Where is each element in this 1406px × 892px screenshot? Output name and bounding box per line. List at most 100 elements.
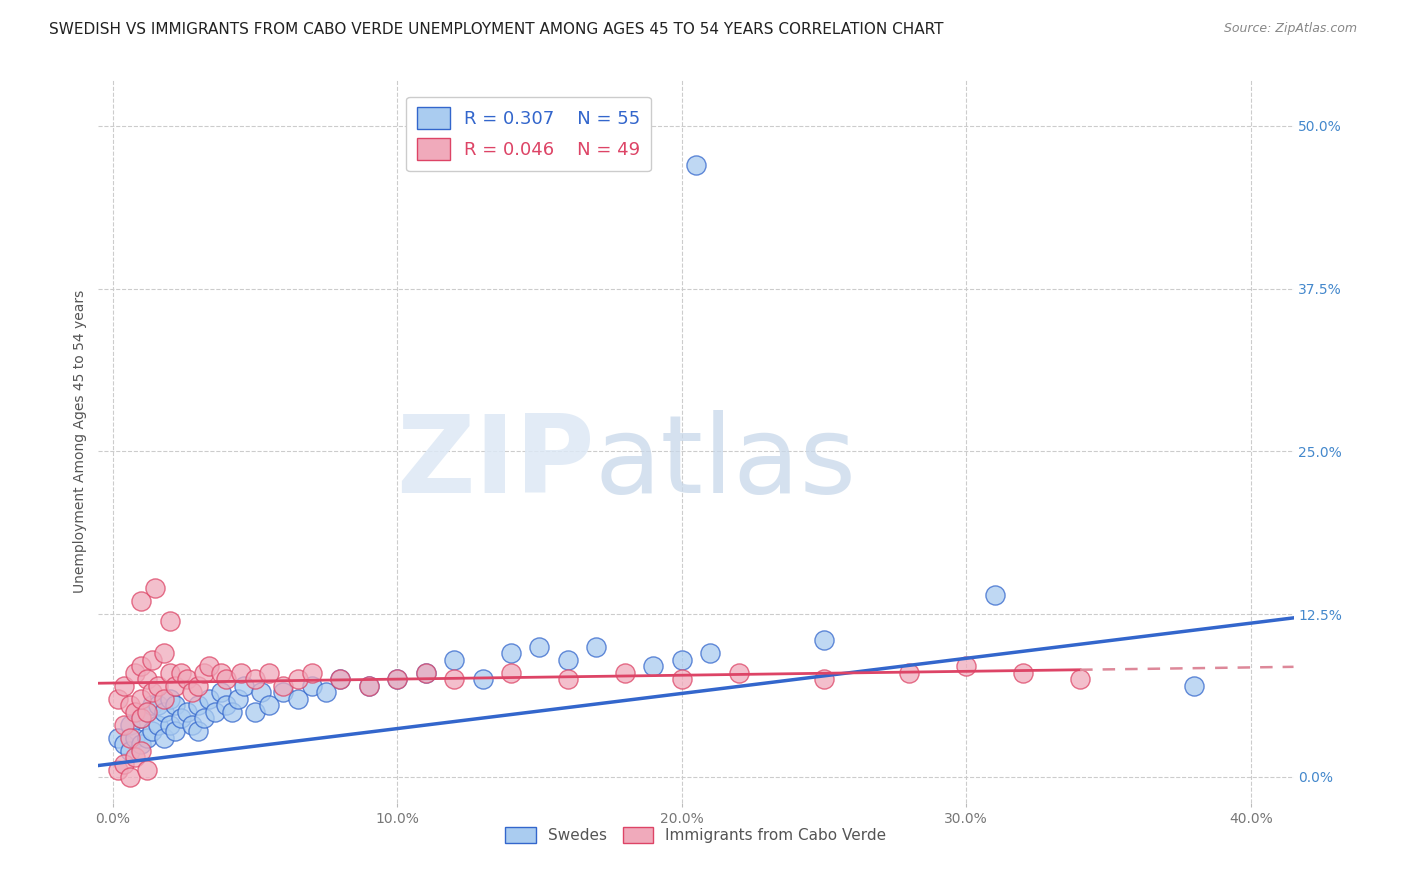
Point [357,679,380,693]
Point [153,731,176,745]
Point [118,717,141,731]
Point [198,691,221,706]
Point [159,691,181,706]
Point [118,744,141,758]
Point [135,705,157,719]
Point [984,587,1007,601]
Point [193,665,215,680]
Point [613,665,636,680]
Point [129,737,152,751]
Point [129,744,152,758]
Point [129,594,152,608]
Point [898,665,921,680]
Point [443,672,465,686]
Point [124,705,146,719]
Point [176,705,198,719]
Point [135,672,157,686]
Point [129,711,152,725]
Point [813,672,835,686]
Point [107,764,129,778]
Point [148,717,170,731]
Point [329,672,352,686]
Text: SWEDISH VS IMMIGRANTS FROM CABO VERDE UNEMPLOYMENT AMONG AGES 45 TO 54 YEARS COR: SWEDISH VS IMMIGRANTS FROM CABO VERDE UN… [49,22,943,37]
Point [232,679,254,693]
Point [557,672,579,686]
Point [529,640,551,654]
Point [813,633,835,648]
Point [112,679,135,693]
Point [1182,679,1205,693]
Point [112,737,135,751]
Point [1069,672,1091,686]
Point [385,672,409,686]
Point [107,731,129,745]
Point [215,698,238,713]
Point [301,665,323,680]
Point [221,705,243,719]
Point [727,665,749,680]
Point [159,614,181,628]
Point [148,698,170,713]
Point [159,717,181,731]
Point [315,685,337,699]
Point [357,679,380,693]
Point [226,691,249,706]
Point [141,685,163,699]
Point [135,764,157,778]
Point [287,672,309,686]
Point [215,672,238,686]
Point [112,756,135,771]
Point [118,731,141,745]
Point [170,665,193,680]
Point [685,158,707,172]
Point [187,698,209,713]
Point [124,750,146,764]
Point [287,691,309,706]
Point [699,646,721,660]
Point [249,685,271,699]
Point [124,731,146,745]
Point [301,679,323,693]
Point [671,672,693,686]
Point [176,672,198,686]
Point [159,665,181,680]
Point [643,659,665,673]
Point [153,646,176,660]
Point [135,731,157,745]
Point [112,717,135,731]
Point [415,665,437,680]
Point [129,711,152,725]
Point [135,705,157,719]
Point [499,646,522,660]
Y-axis label: Unemployment Among Ages 45 to 54 years: Unemployment Among Ages 45 to 54 years [73,290,87,593]
Point [118,698,141,713]
Point [273,679,295,693]
Point [243,672,266,686]
Point [193,711,215,725]
Point [499,665,522,680]
Point [329,672,352,686]
Point [124,665,146,680]
Point [385,672,409,686]
Point [153,691,176,706]
Point [107,691,129,706]
Point [129,659,152,673]
Point [257,665,280,680]
Point [141,652,163,666]
Point [209,665,232,680]
Point [229,665,252,680]
Text: atlas: atlas [595,410,856,516]
Point [187,679,209,693]
Point [585,640,607,654]
Legend: Swedes, Immigrants from Cabo Verde: Swedes, Immigrants from Cabo Verde [499,822,893,849]
Point [141,698,163,713]
Point [153,705,176,719]
Point [170,711,193,725]
Point [181,685,204,699]
Point [181,717,204,731]
Point [198,659,221,673]
Point [118,770,141,784]
Point [243,705,266,719]
Point [415,665,437,680]
Point [165,679,187,693]
